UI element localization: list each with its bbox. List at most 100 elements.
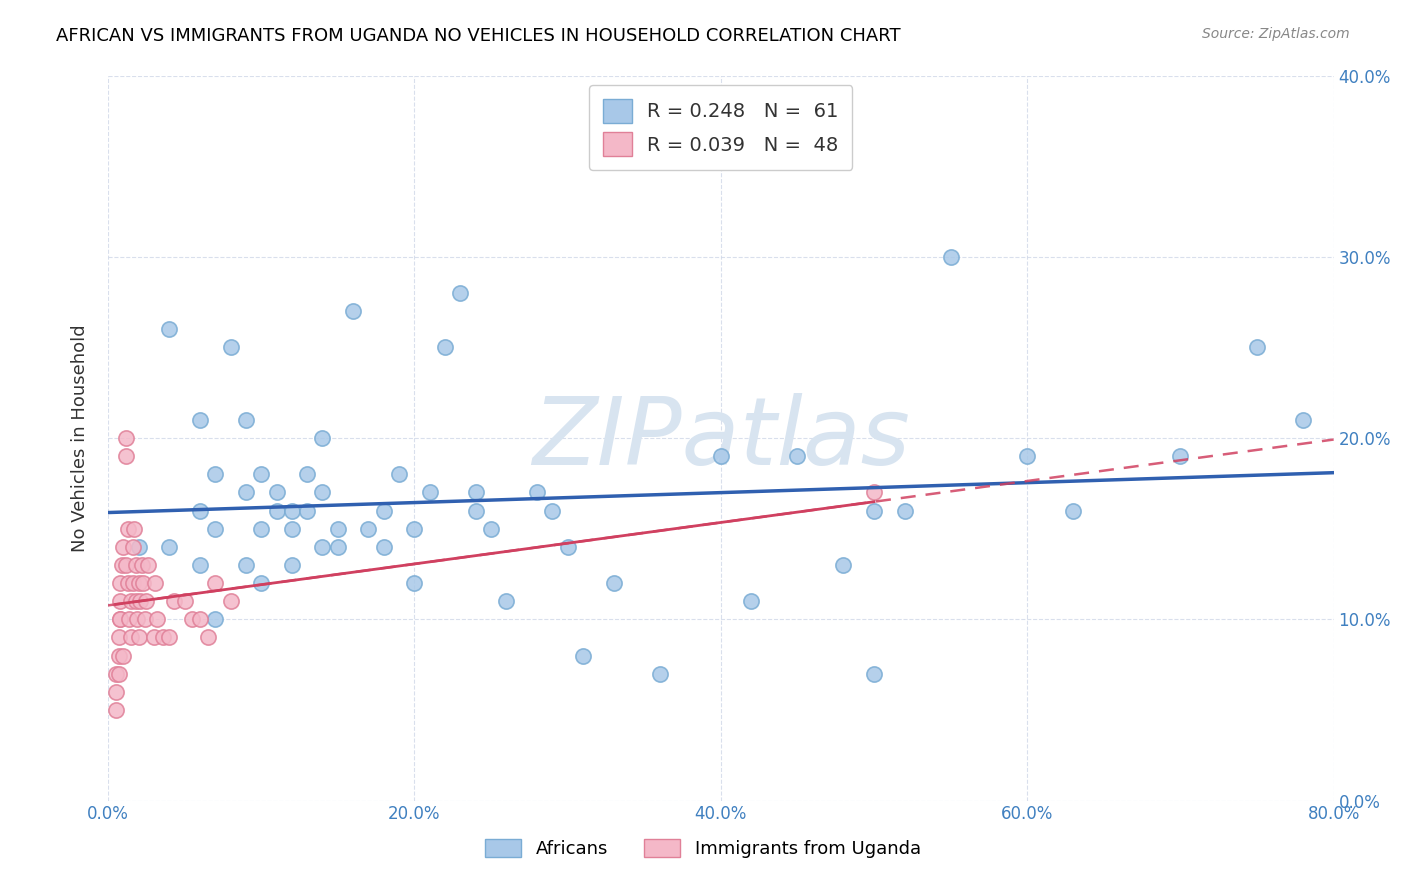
- Point: [104, 703, 127, 717]
- Point: [464, 485, 486, 500]
- Point: [115, 558, 138, 572]
- Point: [157, 322, 180, 336]
- Point: [142, 631, 165, 645]
- Point: [863, 666, 886, 681]
- Point: [648, 666, 671, 681]
- Point: [181, 612, 204, 626]
- Point: [219, 594, 242, 608]
- Point: [124, 594, 146, 608]
- Point: [128, 631, 150, 645]
- Point: [132, 576, 155, 591]
- Point: [295, 467, 318, 482]
- Point: [129, 594, 152, 608]
- Point: [111, 558, 134, 572]
- Point: [204, 612, 226, 626]
- Point: [204, 576, 226, 591]
- Point: [145, 576, 167, 591]
- Point: [163, 594, 186, 608]
- Point: [115, 449, 138, 463]
- Point: [157, 540, 180, 554]
- Point: [121, 540, 143, 554]
- Point: [419, 485, 441, 500]
- Point: [146, 612, 169, 626]
- Point: [266, 503, 288, 517]
- Text: AFRICAN VS IMMIGRANTS FROM UGANDA NO VEHICLES IN HOUSEHOLD CORRELATION CHART: AFRICAN VS IMMIGRANTS FROM UGANDA NO VEH…: [56, 27, 901, 45]
- Point: [311, 540, 333, 554]
- Point: [118, 612, 141, 626]
- Point: [434, 340, 457, 354]
- Point: [188, 413, 211, 427]
- Point: [112, 648, 135, 663]
- Point: [464, 503, 486, 517]
- Point: [863, 503, 886, 517]
- Point: [1292, 413, 1315, 427]
- Point: [281, 558, 304, 572]
- Point: [404, 576, 426, 591]
- Point: [110, 576, 132, 591]
- Point: [541, 503, 564, 517]
- Point: [266, 485, 288, 500]
- Point: [893, 503, 915, 517]
- Point: [124, 558, 146, 572]
- Point: [404, 522, 426, 536]
- Point: [136, 558, 159, 572]
- Point: [152, 631, 174, 645]
- Point: [557, 540, 579, 554]
- Point: [832, 558, 855, 572]
- Point: [235, 413, 257, 427]
- Point: [295, 503, 318, 517]
- Point: [112, 540, 135, 554]
- Point: [1246, 340, 1268, 354]
- Point: [115, 431, 138, 445]
- Y-axis label: No Vehicles in Household: No Vehicles in Household: [72, 325, 89, 552]
- Point: [204, 467, 226, 482]
- Point: [373, 540, 395, 554]
- Point: [107, 631, 129, 645]
- Point: [197, 631, 219, 645]
- Point: [863, 485, 886, 500]
- Point: [281, 503, 304, 517]
- Point: [1062, 503, 1084, 517]
- Legend: R = 0.248   N =  61, R = 0.039   N =  48: R = 0.248 N = 61, R = 0.039 N = 48: [589, 86, 852, 169]
- Point: [110, 612, 132, 626]
- Point: [104, 685, 127, 699]
- Point: [602, 576, 624, 591]
- Point: [188, 612, 211, 626]
- Point: [526, 485, 548, 500]
- Point: [740, 594, 762, 608]
- Point: [120, 631, 142, 645]
- Point: [110, 612, 132, 626]
- Point: [250, 522, 273, 536]
- Point: [128, 576, 150, 591]
- Point: [449, 286, 471, 301]
- Point: [939, 250, 962, 264]
- Point: [250, 467, 273, 482]
- Point: [128, 540, 150, 554]
- Point: [107, 666, 129, 681]
- Point: [131, 558, 153, 572]
- Point: [326, 540, 349, 554]
- Point: [121, 576, 143, 591]
- Point: [157, 631, 180, 645]
- Point: [388, 467, 411, 482]
- Point: [786, 449, 808, 463]
- Point: [120, 594, 142, 608]
- Text: Source: ZipAtlas.com: Source: ZipAtlas.com: [1202, 27, 1350, 41]
- Point: [572, 648, 595, 663]
- Point: [495, 594, 517, 608]
- Point: [127, 612, 149, 626]
- Point: [250, 576, 273, 591]
- Point: [479, 522, 502, 536]
- Legend: Africans, Immigrants from Uganda: Africans, Immigrants from Uganda: [478, 831, 928, 865]
- Point: [235, 485, 257, 500]
- Point: [235, 558, 257, 572]
- Point: [326, 522, 349, 536]
- Point: [188, 503, 211, 517]
- Point: [710, 449, 733, 463]
- Point: [117, 576, 139, 591]
- Point: [110, 594, 132, 608]
- Point: [1170, 449, 1192, 463]
- Point: [311, 431, 333, 445]
- Point: [1017, 449, 1039, 463]
- Point: [342, 304, 364, 318]
